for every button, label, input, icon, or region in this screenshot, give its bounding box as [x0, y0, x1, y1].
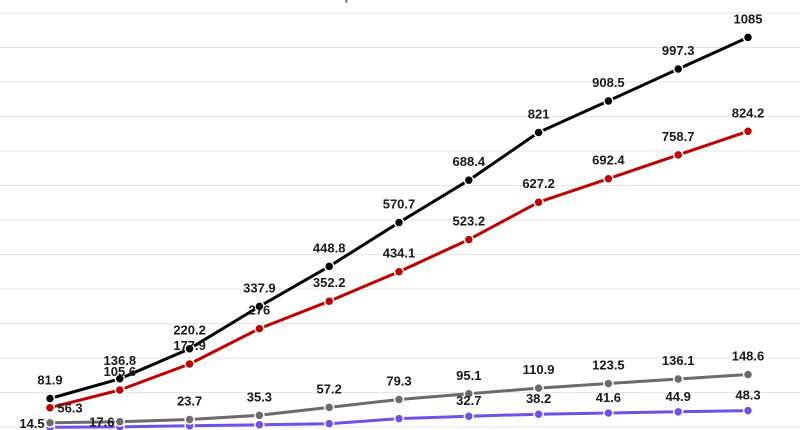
- data-point: [114, 384, 126, 396]
- data-point: [184, 358, 195, 370]
- data-label: 57.2: [317, 381, 342, 396]
- data-label: 688.4: [453, 154, 486, 169]
- data-label: 79.3: [386, 373, 411, 388]
- data-point: [44, 417, 56, 429]
- data-point: [44, 393, 56, 404]
- data-point: [533, 196, 544, 208]
- data-point: [114, 416, 126, 427]
- data-point: [463, 234, 475, 245]
- data-point: [533, 127, 544, 138]
- legend-label: North America: [420, 0, 510, 3]
- data-label: 1085: [734, 11, 763, 26]
- data-point: [463, 388, 475, 400]
- data-label: 136.1: [662, 353, 695, 368]
- chart-grid: [0, 12, 800, 428]
- data-point: [114, 373, 126, 385]
- data-point: [463, 410, 475, 422]
- data-point: [742, 126, 754, 137]
- data-label: 41.6: [596, 390, 621, 405]
- data-label: 352.2: [313, 275, 346, 290]
- data-point: [603, 95, 614, 107]
- data-point: [44, 402, 56, 413]
- data-point: [533, 408, 544, 420]
- data-point: [254, 419, 265, 430]
- data-point: [184, 343, 195, 354]
- data-point: [393, 266, 405, 277]
- data-label: 276: [249, 303, 271, 318]
- data-label: 434.1: [383, 246, 416, 261]
- data-point: [742, 369, 754, 380]
- data-point: [742, 32, 754, 43]
- data-label: 123.5: [592, 358, 625, 373]
- data-label: 81.9: [37, 373, 62, 388]
- data-label: 758.7: [662, 129, 695, 144]
- data-label: 44.9: [666, 389, 691, 404]
- data-label: 821: [528, 106, 550, 121]
- data-point: [323, 295, 335, 307]
- chart-legend: Worldwide Europe North America China: [205, 0, 597, 3]
- data-label: 570.7: [383, 197, 416, 212]
- data-label: 32.7: [456, 393, 481, 408]
- data-label: 177.9: [173, 338, 206, 353]
- data-point: [393, 413, 405, 424]
- data-point: [533, 382, 544, 394]
- data-label: 17.6: [89, 415, 114, 430]
- series-markers: [44, 32, 754, 430]
- data-label: 110.9: [523, 362, 555, 377]
- data-point: [393, 394, 405, 405]
- data-point: [672, 149, 684, 161]
- data-label: 627.2: [522, 176, 555, 191]
- data-label: 56.3: [57, 401, 82, 416]
- data-label: 337.9: [243, 280, 276, 295]
- data-point: [672, 63, 684, 75]
- data-labels: 81.9 136.8 220.2 337.9 448.8 570.7 688.4 821 908…: [19, 11, 764, 430]
- legend-label: Europe: [315, 0, 360, 3]
- data-label: 23.7: [177, 393, 202, 408]
- data-label: 692.4: [592, 153, 625, 168]
- data-point: [672, 406, 684, 418]
- series-lines: [48, 35, 750, 429]
- data-label: 136.8: [104, 353, 137, 368]
- legend-label: China: [560, 0, 597, 3]
- data-label: 523.2: [453, 214, 486, 229]
- data-label: 35.3: [247, 389, 272, 404]
- data-label: 220.2: [173, 323, 206, 338]
- data-point: [672, 373, 684, 385]
- data-label: 48.3: [735, 388, 760, 403]
- data-point: [323, 261, 335, 272]
- data-point: [254, 301, 265, 312]
- data-label: 148.6: [732, 349, 765, 364]
- data-point: [323, 402, 335, 413]
- data-point: [742, 405, 754, 416]
- data-point: [184, 414, 195, 425]
- data-label: 824.2: [732, 105, 765, 120]
- data-label: 908.5: [592, 75, 625, 90]
- data-point: [603, 173, 614, 184]
- data-label: 997.3: [662, 43, 695, 58]
- legend-label: Worldwide: [205, 0, 270, 3]
- data-point: [463, 174, 475, 186]
- data-label: 14.5: [19, 416, 44, 430]
- data-point: [603, 407, 614, 419]
- data-point: [254, 323, 265, 334]
- data-point: [393, 217, 405, 228]
- data-label: 38.2: [526, 391, 551, 406]
- data-point: [323, 418, 335, 429]
- data-label: 448.8: [313, 240, 346, 255]
- data-label: 105.6: [104, 364, 137, 379]
- data-point: [254, 410, 265, 421]
- data-label: 95.1: [456, 368, 481, 383]
- data-point: [603, 378, 614, 389]
